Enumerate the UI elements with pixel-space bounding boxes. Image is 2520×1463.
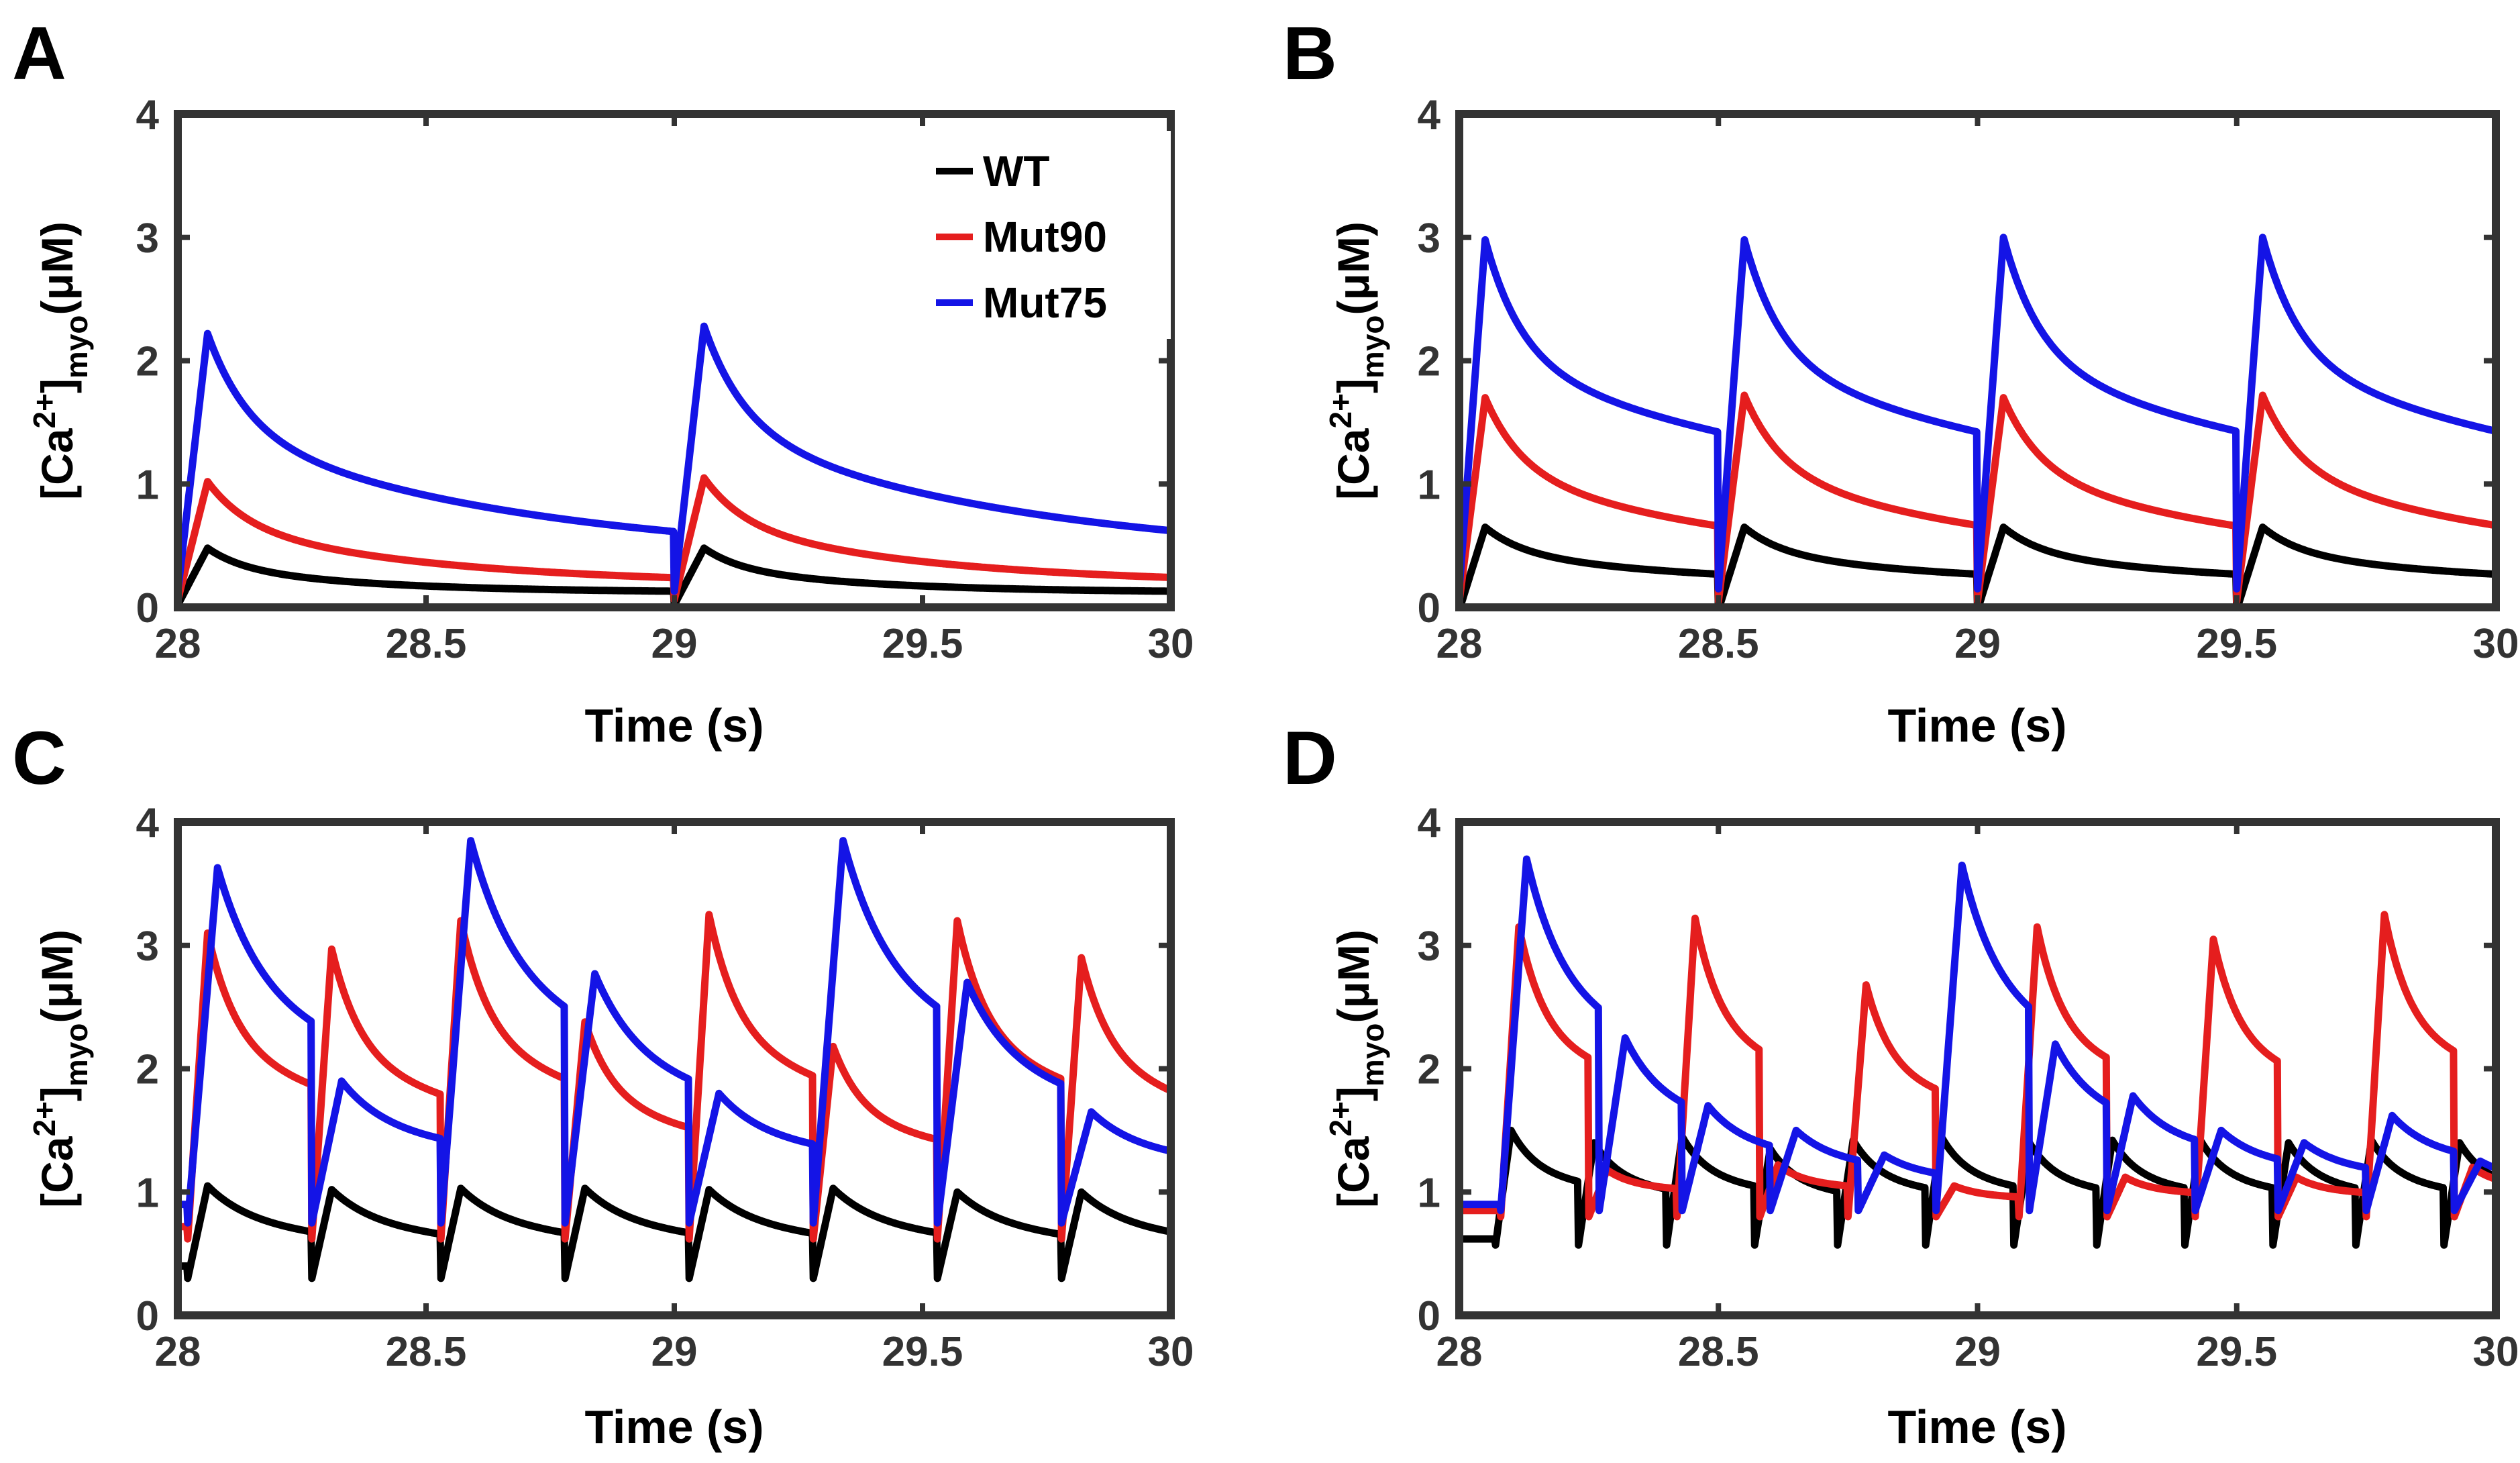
y-tick-label: 1	[136, 462, 159, 508]
x-tick-label: 28.5	[386, 1329, 467, 1375]
x-tick-label: 29.5	[882, 1329, 963, 1375]
x-tick-label: 29	[651, 621, 698, 667]
y-axis-label: [Ca2+]myo(μM)	[27, 929, 94, 1208]
x-tick-label: 29.5	[2196, 1329, 2277, 1375]
y-tick-label: 3	[1418, 923, 1440, 970]
panel-label: B	[1283, 11, 1337, 95]
y-axis-label: [Ca2+]myo(μM)	[1323, 221, 1390, 500]
panel-b: B 28 28.5 29 29.5 30 0 1 2 3 4 [Ca2+]myo(μM) Time…	[1283, 11, 2519, 752]
x-tick-label: 29.5	[2196, 621, 2277, 667]
x-tick-label: 29	[1954, 1329, 2001, 1375]
panel-label: D	[1283, 716, 1337, 800]
x-tick-label: 28	[1436, 621, 1483, 667]
x-tick-label: 28.5	[1678, 1329, 1759, 1375]
series-line-mut75	[178, 837, 1171, 1227]
x-tick-label: 29	[651, 1329, 698, 1375]
y-tick-label: 1	[136, 1170, 159, 1216]
y-tick-label: 3	[136, 215, 159, 262]
legend-label-wt: WT	[983, 147, 1050, 195]
x-tick-label: 29.5	[882, 621, 963, 667]
y-tick-label: 4	[136, 800, 160, 846]
y-tick-label: 2	[136, 339, 159, 385]
x-axis-label: Time (s)	[1887, 1401, 2066, 1453]
panel-d: D 28 28.5 29 29.5 30 0 1 2 3 4 [Ca2+]myo(μM) Time…	[1283, 716, 2519, 1453]
x-tick-label: 30	[1148, 1329, 1194, 1375]
y-tick-label: 3	[1418, 215, 1440, 262]
series-line-mut75	[178, 322, 1171, 595]
y-axis-label: [Ca2+]myo(μM)	[27, 221, 94, 500]
y-tick-label: 2	[1418, 339, 1440, 385]
series-line-mut75	[1459, 855, 2496, 1215]
y-tick-label: 0	[1418, 1293, 1440, 1340]
series-line-mut75	[1459, 234, 2496, 593]
x-axis-label: Time (s)	[584, 1401, 764, 1453]
axes: 28 28.5 29 29.5 30 0 1 2 3 4	[1418, 800, 2519, 1375]
series-line-mut90	[1459, 911, 2496, 1221]
panel-a: A 28 28.5 29 29.5 30 0 1 2 3 4 [Ca2+]myo(μM) Time…	[12, 11, 1194, 752]
panel-label: A	[12, 11, 66, 95]
axes: 28 28.5 29 29.5 30 0 1 2 3 4	[1418, 92, 2519, 667]
y-tick-label: 4	[1418, 92, 1441, 138]
y-tick-label: 2	[1418, 1047, 1440, 1093]
x-tick-label: 30	[2473, 1329, 2519, 1375]
x-tick-label: 28.5	[1678, 621, 1759, 667]
x-axis-label: Time (s)	[584, 699, 764, 752]
axes: 28 28.5 29 29.5 30 0 1 2 3 4	[136, 800, 1194, 1375]
x-tick-label: 28	[155, 1329, 201, 1375]
x-tick-label: 30	[2473, 621, 2519, 667]
y-axis-label: [Ca2+]myo(μM)	[1323, 929, 1390, 1208]
x-tick-label: 28	[1436, 1329, 1483, 1375]
series-group	[1459, 855, 2496, 1249]
x-tick-label: 28.5	[386, 621, 467, 667]
y-tick-label: 1	[1418, 462, 1440, 508]
panel-label: C	[12, 716, 66, 800]
y-tick-label: 4	[136, 92, 160, 138]
series-line-wt	[178, 1182, 1171, 1282]
x-tick-label: 28	[155, 621, 201, 667]
legend-label-mut75: Mut75	[983, 279, 1107, 327]
axes: 28 28.5 29 29.5 30 0 1 2 3 4	[136, 92, 1194, 667]
x-axis-label: Time (s)	[1887, 699, 2066, 752]
y-tick-label: 4	[1418, 800, 1441, 846]
series-group	[178, 837, 1171, 1282]
panel-c: C 28 28.5 29 29.5 30 0 1 2 3 4 [Ca2+]myo(μM) Time…	[12, 716, 1194, 1453]
y-tick-label: 1	[1418, 1170, 1440, 1216]
legend-label-mut90: Mut90	[983, 213, 1107, 261]
legend: WT Mut90 Mut75	[912, 131, 1171, 339]
series-line-wt	[1459, 523, 2496, 607]
y-tick-label: 0	[136, 585, 159, 632]
y-tick-label: 0	[1418, 585, 1440, 632]
y-tick-label: 0	[136, 1293, 159, 1340]
y-tick-label: 2	[136, 1047, 159, 1093]
x-tick-label: 30	[1148, 621, 1194, 667]
x-tick-label: 29	[1954, 621, 2001, 667]
y-tick-label: 3	[136, 923, 159, 970]
